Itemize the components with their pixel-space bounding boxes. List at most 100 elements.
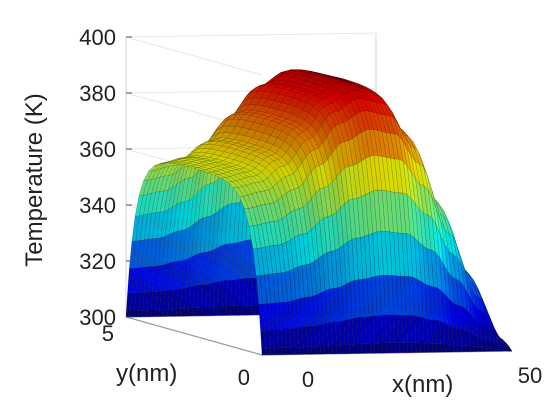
surface-patch [361,343,367,354]
surface-patch [242,304,248,316]
surface-patch [336,344,342,355]
surface-patch [278,347,284,355]
surface-patch [234,305,240,316]
z-axis-label: Temperature (K) [21,93,48,266]
surface-patch [344,344,350,354]
surface-patch [290,347,296,355]
surface-patch [142,309,148,317]
surface-patch [246,304,252,316]
surface-patch [184,308,190,317]
z-axis-ticks: 300 320 340 360 380 400 [79,25,132,330]
surface-patch [298,346,304,355]
surface-patch [286,347,292,355]
surface-patch [390,342,396,354]
surface-patch [501,340,510,347]
surface-patch [432,343,438,353]
temperature-surface [125,69,513,356]
z-tick-label: 320 [79,249,116,274]
surface-patch [307,346,313,355]
surface-patch [134,310,140,318]
surface-patch [179,308,185,317]
surface-patch [150,309,156,317]
x-tick-label: 50 [518,363,542,388]
z-tick-label: 300 [79,305,116,330]
surface-patch [453,345,459,353]
surface-patch [486,347,492,352]
surface-patch [444,343,450,353]
surface-patch [490,347,496,352]
surface-patch [328,345,334,355]
z-tick-label: 340 [79,193,116,218]
surface-patch [146,309,152,317]
surface-patch [192,307,198,317]
surface-patch [319,345,325,355]
surface-patch [348,344,354,354]
surface-patch [311,346,317,355]
surface-patch [303,346,309,355]
surface-patch [394,342,400,354]
surface-patch [398,342,404,354]
y-axis-label: y(nm) [116,360,177,387]
surface-patch [200,307,206,317]
surface-patch [378,342,384,354]
surface-patch [436,343,442,353]
surface-patch [204,306,210,316]
surface-patch [340,344,346,354]
surface-patch [332,345,338,355]
surface-patch [323,345,329,355]
surface-patch [129,310,135,318]
surface-patch [353,343,359,354]
surface-patch [373,342,379,354]
axis-edge [125,316,263,356]
surface-patch [273,347,279,356]
surface-patch [382,342,388,354]
surface-patch [154,309,160,317]
surface-patch [504,344,511,349]
surface-patch [507,349,513,352]
y-axis-ticks: 05 [102,321,250,390]
surface-patch [407,342,413,353]
x-tick-label: 0 [302,367,314,392]
surface-patch [294,347,300,355]
surface-patch [419,342,425,353]
surface-patch [217,305,223,316]
surface-patch [503,349,509,352]
surface-patch [196,307,202,317]
surface-patch [229,305,235,316]
surface-patch [357,343,363,354]
surface-patch [221,305,227,316]
surface-patch [494,348,500,352]
surface-patch [265,348,271,356]
surface-patch [167,308,173,317]
surface-patch [423,342,429,353]
surface-patch [461,345,467,353]
surface-patch [369,343,375,354]
surface-patch [465,345,471,352]
surface-patch [125,310,131,318]
surface-patch [138,309,144,318]
surface-patch [238,305,244,316]
surface-patch [213,306,219,316]
surface-patch [469,346,475,352]
surface-patch [225,305,231,316]
surface-patch [282,347,288,355]
surface-patch [440,343,446,353]
x-axis-ticks: 0 50 [302,363,542,392]
surface-patch [188,307,194,317]
surface-patch [159,309,165,317]
surface-patch [209,306,215,316]
surface-patch [415,342,421,353]
surface-patch [403,342,409,353]
surface-patch [261,348,267,356]
z-tick-label: 360 [79,137,116,162]
y-tick-label: 5 [102,321,114,346]
surface-patch [457,345,463,353]
surface-patch [163,309,169,317]
surface-patch [315,346,321,355]
surface-patch [482,347,488,352]
surface-patch [428,343,434,353]
z-tick-label: 400 [79,25,116,50]
surface-patch [171,308,177,317]
surface-patch [250,304,256,316]
